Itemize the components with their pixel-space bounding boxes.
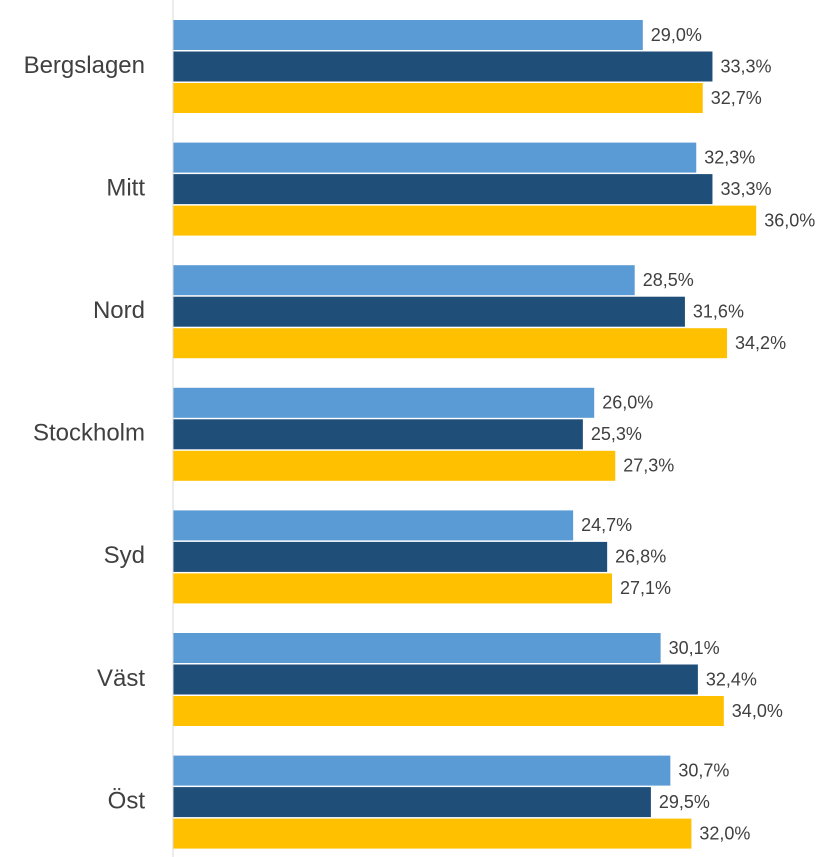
category-label: Öst	[108, 787, 146, 814]
value-label: 36,0%	[764, 210, 815, 230]
bar	[173, 787, 651, 818]
category-label: Väst	[97, 665, 145, 692]
bar	[173, 818, 692, 849]
category-label: Mitt	[106, 174, 145, 201]
category-label: Nord	[93, 297, 145, 324]
value-label: 32,3%	[704, 147, 755, 167]
value-label: 33,3%	[720, 56, 771, 76]
bar	[173, 20, 643, 50]
value-label: 27,1%	[620, 578, 671, 598]
bar	[173, 541, 608, 572]
bar	[173, 83, 703, 113]
bar	[173, 265, 635, 296]
bar	[173, 205, 757, 236]
category-label: Syd	[104, 542, 145, 569]
value-label: 29,5%	[659, 792, 710, 812]
bar	[173, 573, 613, 604]
value-label: 32,0%	[699, 823, 750, 843]
bar	[173, 419, 583, 450]
bar	[173, 296, 685, 327]
value-label: 34,2%	[735, 333, 786, 353]
bar	[173, 510, 574, 541]
value-label: 25,3%	[591, 424, 642, 444]
category-label: Stockholm	[33, 420, 145, 447]
bar	[173, 328, 728, 359]
value-label: 24,7%	[581, 515, 632, 535]
bar	[173, 664, 698, 695]
bar	[173, 51, 713, 82]
bar	[173, 142, 697, 173]
bar	[173, 755, 671, 786]
value-label: 30,1%	[669, 638, 720, 658]
value-label: 29,0%	[651, 25, 702, 45]
value-label: 26,0%	[602, 393, 653, 413]
bar	[173, 387, 595, 418]
value-label: 33,3%	[720, 179, 771, 199]
value-label: 32,4%	[706, 669, 757, 689]
value-label: 30,7%	[678, 760, 729, 780]
value-label: 31,6%	[693, 301, 744, 321]
value-label: 34,0%	[732, 701, 783, 721]
bar	[173, 633, 661, 663]
value-label: 32,7%	[711, 88, 762, 108]
value-label: 28,5%	[643, 270, 694, 290]
bar	[173, 696, 724, 726]
bar	[173, 174, 713, 205]
category-label: Bergslagen	[24, 52, 145, 79]
value-label: 27,3%	[623, 456, 674, 476]
value-label: 26,8%	[615, 547, 666, 567]
bar	[173, 450, 616, 481]
